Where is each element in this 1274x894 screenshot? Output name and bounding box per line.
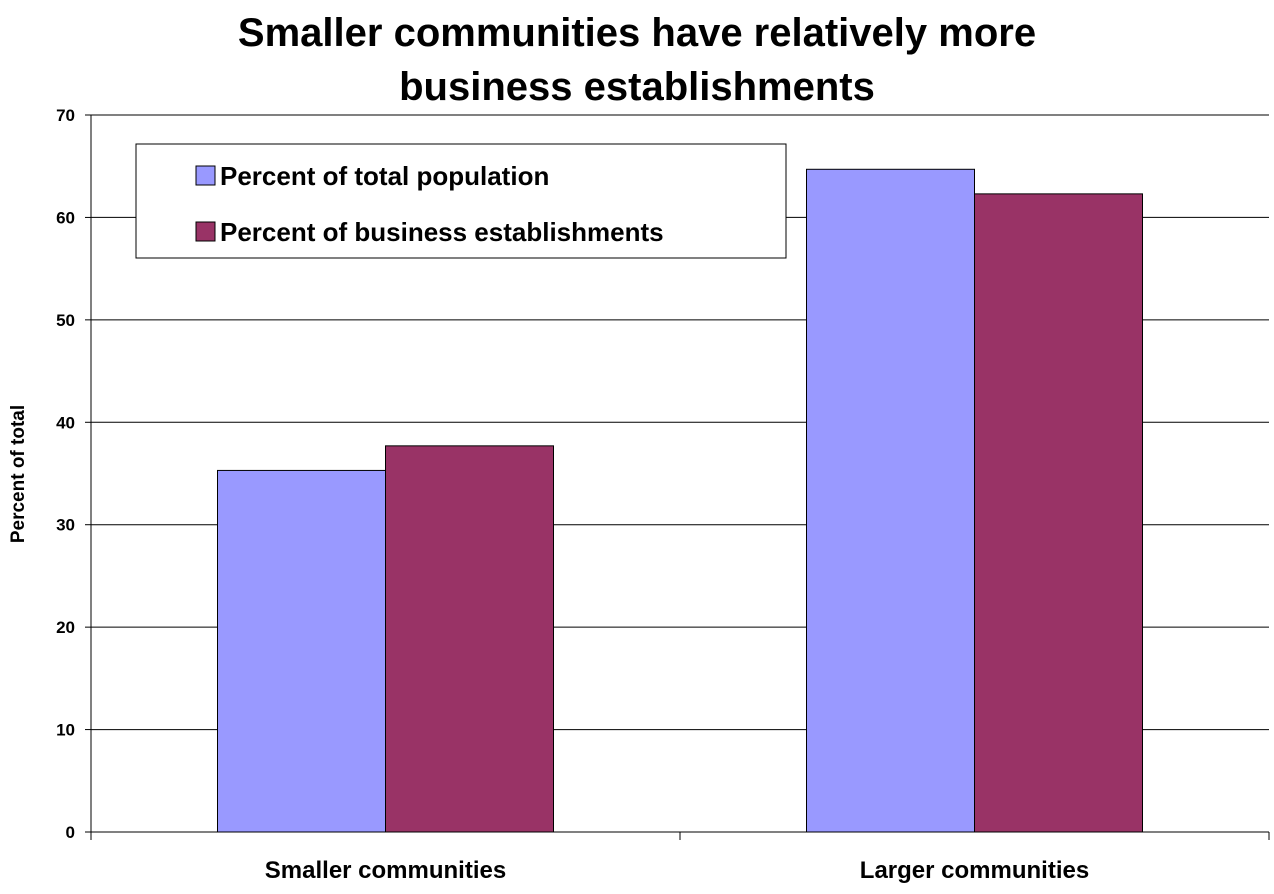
y-tick-label-60: 60	[56, 208, 75, 227]
legend-box	[135, 143, 787, 259]
legend-swatch-business	[195, 221, 216, 242]
y-tick-label-50: 50	[56, 311, 75, 330]
bar-larger-communities-series-1	[806, 168, 975, 833]
bar-larger-communities-series-2	[974, 193, 1143, 833]
bar-smaller-communities-series-1	[217, 469, 386, 833]
y-tick-label-0: 0	[66, 823, 75, 842]
legend-swatch-population	[195, 165, 216, 186]
y-axis-title: Percent of total	[8, 405, 29, 543]
x-category-labels: Smaller communities Larger communities	[265, 857, 1089, 884]
axes	[85, 114, 1270, 840]
y-tick-label-70: 70	[56, 106, 75, 125]
legend-label-population: Percent of total population	[220, 161, 549, 191]
y-tick-label-20: 20	[56, 618, 75, 637]
x-category-label-2: Larger communities	[860, 857, 1089, 884]
bar-smaller-communities-series-2	[385, 445, 554, 833]
chart-title-line-2: business establishments	[399, 65, 875, 109]
bars	[217, 168, 1143, 833]
y-tick-label-30: 30	[56, 516, 75, 535]
chart-title-line-1: Smaller communities have relatively more	[238, 11, 1036, 55]
y-tick-label-10: 10	[56, 721, 75, 740]
x-category-label-1: Smaller communities	[265, 857, 506, 884]
y-tick-label-40: 40	[56, 413, 75, 432]
y-tick-labels: 0 10 20 30 40 50 60 70	[56, 106, 75, 842]
legend: Percent of total population Percent of b…	[135, 143, 787, 259]
legend-label-business: Percent of business establishments	[220, 217, 664, 247]
